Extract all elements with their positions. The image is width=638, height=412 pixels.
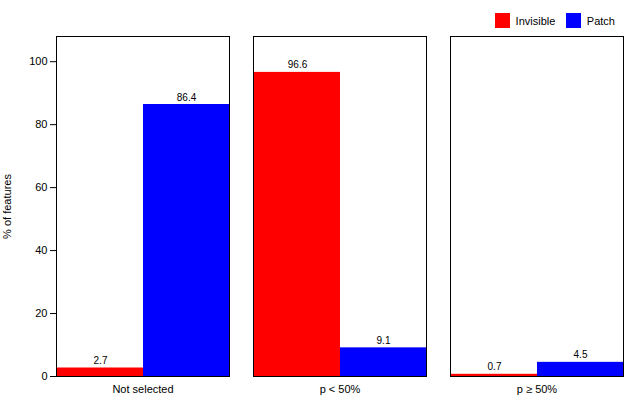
- svg-text:60: 60: [35, 181, 47, 193]
- svg-text:p < 50%: p < 50%: [320, 383, 361, 395]
- svg-text:100: 100: [29, 55, 47, 67]
- svg-text:2.7: 2.7: [94, 355, 108, 366]
- svg-text:80: 80: [35, 118, 47, 130]
- html-text:Invisible: Invisible: [515, 14, 556, 27]
- svg-text:Not selected: Not selected: [112, 383, 173, 395]
- svg-text:0: 0: [41, 370, 47, 382]
- svg-text:4.5: 4.5: [574, 349, 588, 360]
- svg-text:86.4: 86.4: [177, 92, 197, 103]
- svg-text:0.7: 0.7: [488, 361, 502, 372]
- svg-text:40: 40: [35, 244, 47, 256]
- svg-text:96.6: 96.6: [288, 59, 308, 70]
- svg-text:% of features: % of features: [1, 174, 13, 239]
- svg-text:p ≥ 50%: p ≥ 50%: [517, 383, 558, 395]
- svg-text:20: 20: [35, 307, 47, 319]
- svg-text:9.1: 9.1: [377, 335, 391, 346]
- html-text:Patch: Patch: [586, 14, 615, 27]
